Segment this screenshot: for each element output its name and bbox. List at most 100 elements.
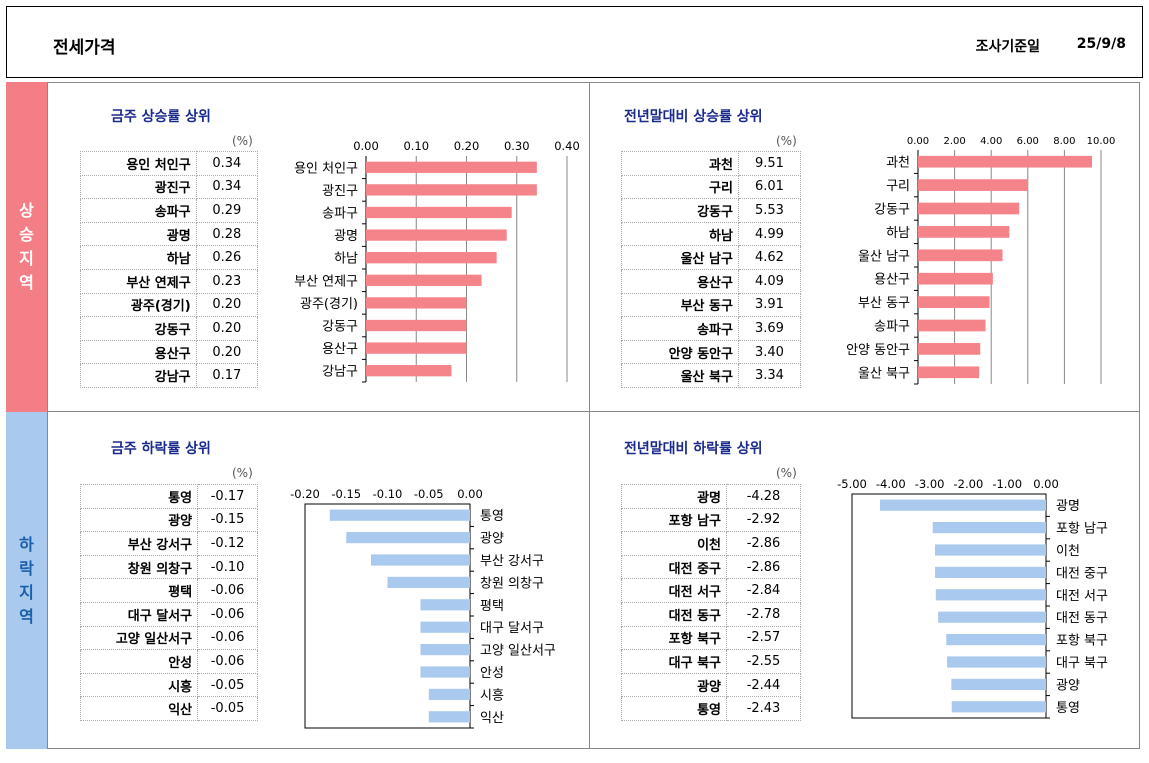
- band-char: 승: [19, 225, 34, 244]
- bar: [346, 532, 470, 544]
- region-name: 부산 연제구: [80, 268, 197, 294]
- falling-region-band: 하 락 지 역: [6, 412, 47, 749]
- bar: [946, 634, 1046, 646]
- rate-value: 0.20: [195, 316, 259, 341]
- rate-value: -2.78: [726, 601, 801, 627]
- tick-label: -0.15: [331, 487, 361, 501]
- bar: [366, 161, 537, 173]
- table-row: 광명 0.28: [80, 221, 259, 247]
- region-name: 창원 의창구: [79, 554, 199, 580]
- table-row: 과천 9.51: [621, 151, 802, 176]
- region-name: 안양 동안구: [621, 339, 739, 365]
- category-label: 광주(경기): [300, 297, 358, 312]
- table-row: 통영 -0.17: [79, 484, 258, 509]
- tick-label: 0.10: [403, 139, 429, 153]
- rate-value: -2.86: [726, 531, 801, 556]
- region-name: 강동구: [80, 316, 197, 341]
- bar: [366, 342, 467, 354]
- panels-frame: [47, 82, 1140, 749]
- rate-value: -0.10: [197, 554, 258, 580]
- panel-divider-vertical: [589, 82, 590, 749]
- region-name: 시흥: [79, 672, 199, 698]
- bar: [879, 499, 1046, 511]
- bar: [918, 179, 1028, 191]
- category-label: 통영: [480, 509, 504, 524]
- rate-value: -0.05: [197, 672, 258, 698]
- yearly-down-title: 전년말대비 하락률 상위: [624, 441, 763, 457]
- table-row: 광양 -0.15: [79, 507, 258, 533]
- bar: [366, 319, 467, 332]
- survey-date-label: 조사기준일: [975, 39, 1040, 55]
- region-name: 부산 강서구: [79, 531, 199, 556]
- table-row: 광양 -2.44: [620, 672, 801, 698]
- region-name: 익산: [79, 696, 199, 721]
- rate-value: 0.34: [195, 174, 259, 200]
- category-label: 용산구: [874, 273, 910, 288]
- category-label: 익산: [480, 711, 504, 726]
- tick-label: 0.00: [907, 136, 929, 147]
- rate-value: -0.05: [197, 696, 258, 721]
- table-row: 강동구 5.53: [621, 198, 802, 223]
- weekly-down-title: 금주 하락률 상위: [111, 441, 211, 457]
- bar: [387, 576, 470, 588]
- yearly-up-table: 과천 9.51 구리 6.01 강동구 5.53 하남 4.99 울산 남구 4.62 용산구 4.0…: [621, 151, 802, 388]
- table-row: 하남 4.99: [621, 221, 802, 247]
- rate-value: 0.28: [195, 221, 259, 247]
- category-label: 하남: [886, 226, 910, 241]
- rate-value: -0.06: [197, 601, 258, 627]
- category-label: 강동구: [322, 320, 358, 335]
- table-row: 울산 남구 4.62: [621, 245, 802, 270]
- rate-value: 4.09: [737, 268, 802, 294]
- category-label: 하남: [334, 252, 358, 267]
- page-title: 전세가격: [53, 38, 116, 58]
- table-row: 송파구 0.29: [80, 198, 259, 223]
- tick-label: -4.00: [876, 477, 906, 491]
- tick-label: 0.00: [1033, 477, 1059, 491]
- bar: [366, 365, 452, 377]
- rate-value: -2.43: [726, 696, 801, 721]
- region-name: 용산구: [80, 339, 197, 365]
- rate-value: -2.84: [726, 578, 801, 603]
- category-label: 시흥: [480, 688, 504, 703]
- rate-value: -0.06: [197, 649, 258, 674]
- table-row: 이천 -2.86: [620, 531, 801, 556]
- table-row: 대전 중구 -2.86: [620, 554, 801, 580]
- survey-date-value: 25/9/8: [1076, 36, 1126, 52]
- tick-label: 0.00: [457, 487, 483, 501]
- table-row: 포항 남구 -2.92: [620, 507, 801, 533]
- region-name: 구리: [621, 174, 739, 200]
- rate-value: 4.62: [737, 245, 802, 270]
- rate-value: 0.20: [195, 292, 259, 318]
- region-name: 송파구: [621, 316, 739, 341]
- table-row: 용산구 4.09: [621, 268, 802, 294]
- region-name: 광진구: [80, 174, 197, 200]
- tick-label: 0.00: [353, 139, 379, 153]
- table-row: 시흥 -0.05: [79, 672, 258, 698]
- bar: [420, 621, 470, 633]
- tick-label: -0.05: [414, 487, 444, 501]
- tick-label: 2.00: [943, 136, 965, 147]
- bar: [918, 155, 1093, 168]
- bar: [932, 522, 1046, 534]
- region-name: 강동구: [621, 198, 739, 223]
- bar: [947, 656, 1046, 668]
- weekly-up-unit: (%): [232, 134, 253, 148]
- table-row: 부산 강서구 -0.12: [79, 531, 258, 556]
- table-row: 용인 처인구 0.34: [80, 151, 259, 176]
- bar: [918, 202, 1020, 215]
- region-name: 대구 북구: [620, 649, 728, 674]
- rate-value: -2.55: [726, 649, 801, 674]
- table-row: 대구 북구 -2.55: [620, 649, 801, 674]
- rate-value: 3.34: [737, 363, 802, 388]
- region-name: 고양 일산서구: [79, 625, 199, 651]
- tick-label: 0.40: [554, 139, 580, 153]
- table-row: 송파구 3.69: [621, 316, 802, 341]
- tick-label: 8.00: [1053, 136, 1075, 147]
- tick-label: 0.20: [454, 139, 480, 153]
- bar: [918, 226, 1010, 238]
- band-char: 역: [19, 273, 34, 292]
- table-row: 통영 -2.43: [620, 696, 801, 721]
- band-char: 상: [19, 201, 34, 220]
- table-row: 안성 -0.06: [79, 649, 258, 674]
